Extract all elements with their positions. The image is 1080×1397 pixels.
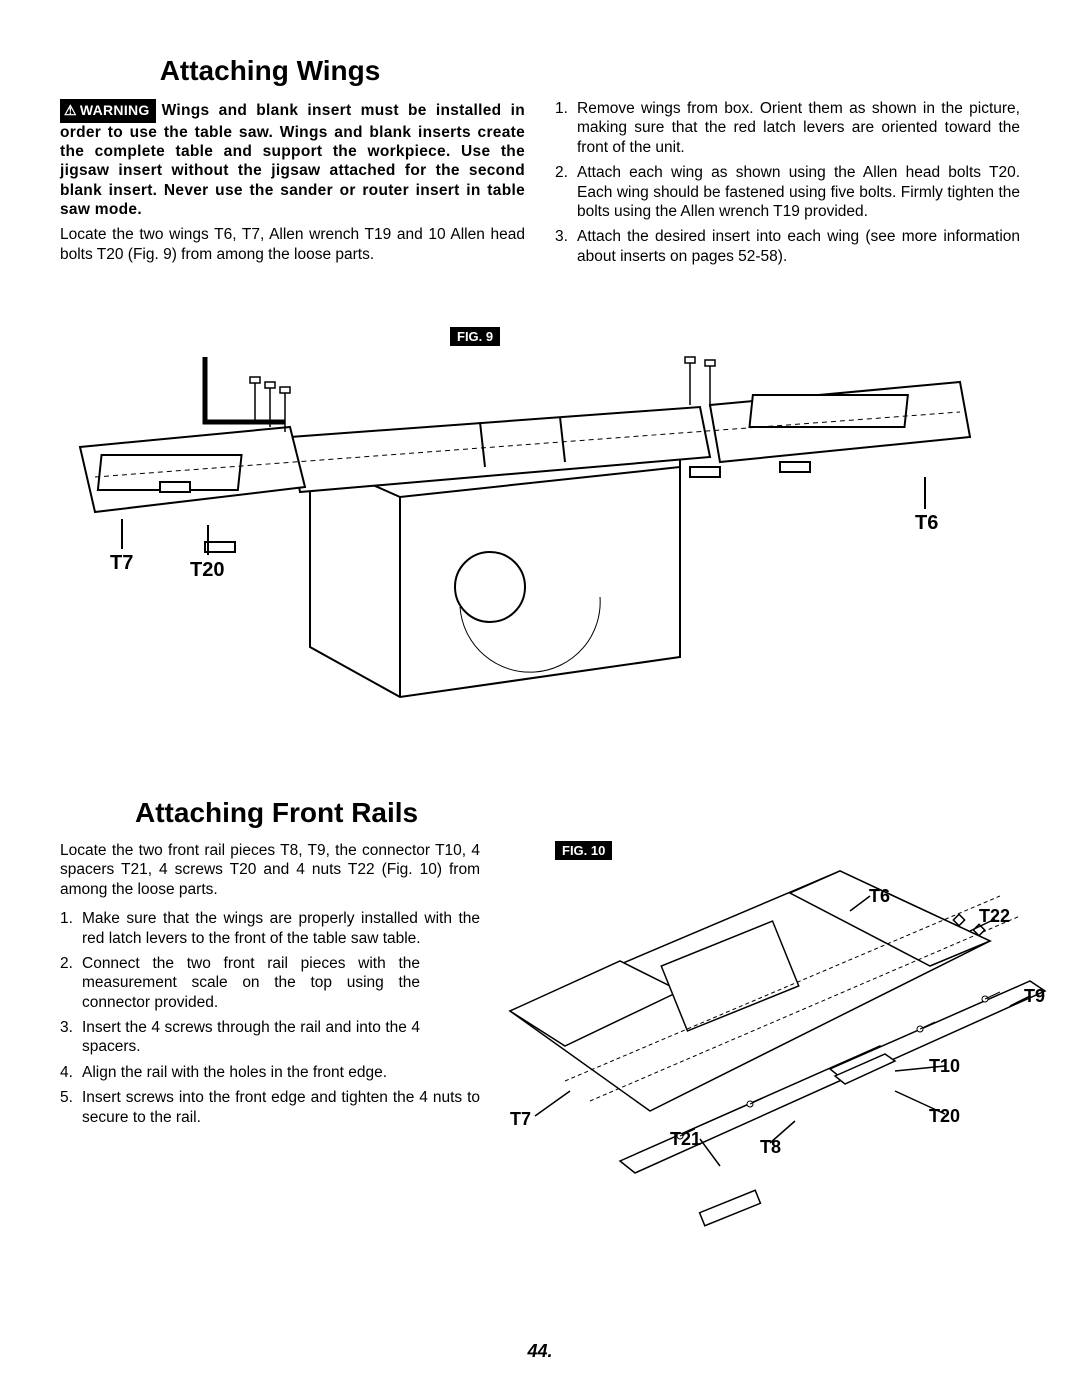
- section2-steps: 1.Make sure that the wings are properly …: [60, 909, 480, 1127]
- section1-left-col: ⚠WARNINGWings and blank insert must be i…: [60, 99, 525, 272]
- fig10-callout-t22: T22: [979, 906, 1010, 927]
- fig9-diagram: [60, 327, 1020, 747]
- section1-title: Attaching Wings: [60, 55, 480, 87]
- step-text: Insert screws into the front edge and ti…: [82, 1089, 480, 1125]
- page-number: 44.: [0, 1341, 1080, 1362]
- section1-right-col: 1.Remove wings from box. Orient them as …: [555, 99, 1020, 272]
- section2-text-col: Locate the two front rail pieces T8, T9,…: [60, 841, 480, 1251]
- fig10-callout-t9: T9: [1024, 986, 1045, 1007]
- section1-columns: ⚠WARNINGWings and blank insert must be i…: [60, 99, 1020, 272]
- list-item: 1.Make sure that the wings are properly …: [60, 909, 480, 948]
- fig9-callout-t7: T7: [110, 552, 133, 575]
- fig9-label: FIG. 9: [450, 327, 500, 346]
- list-item: 3.Attach the desired insert into each wi…: [555, 227, 1020, 266]
- list-item: 2.Attach each wing as shown using the Al…: [555, 163, 1020, 221]
- step-text: Attach each wing as shown using the Alle…: [577, 164, 1020, 220]
- figure-10: FIG. 10: [500, 831, 1060, 1251]
- fig9-callout-t20: T20: [190, 559, 224, 582]
- fig10-diagram: [500, 831, 1060, 1251]
- warning-icon: ⚠: [64, 102, 77, 120]
- section-attaching-wings: Attaching Wings ⚠WARNINGWings and blank …: [60, 55, 1020, 767]
- figure-9: FIG. 9: [60, 327, 1020, 767]
- fig10-callout-t8: T8: [760, 1137, 781, 1158]
- step-text: Align the rail with the holes in the fro…: [82, 1064, 387, 1081]
- section2-layout: Locate the two front rail pieces T8, T9,…: [60, 841, 1020, 1251]
- list-item: 1.Remove wings from box. Orient them as …: [555, 99, 1020, 157]
- fig9-callout-t6: T6: [915, 512, 938, 535]
- step-text: Connect the two front rail pieces with t…: [82, 955, 420, 1011]
- list-item: 5.Insert screws into the front edge and …: [60, 1088, 480, 1127]
- list-item: 4.Align the rail with the holes in the f…: [60, 1063, 420, 1082]
- section1-locate-text: Locate the two wings T6, T7, Allen wrenc…: [60, 225, 525, 264]
- step-text: Attach the desired insert into each wing…: [577, 228, 1020, 264]
- step-text: Make sure that the wings are properly in…: [82, 910, 480, 946]
- section1-steps: 1.Remove wings from box. Orient them as …: [555, 99, 1020, 266]
- list-item: 3.Insert the 4 screws through the rail a…: [60, 1018, 420, 1057]
- list-item: 2.Connect the two front rail pieces with…: [60, 954, 420, 1012]
- step-text: Insert the 4 screws through the rail and…: [82, 1019, 420, 1055]
- section2-title: Attaching Front Rails: [135, 797, 1020, 829]
- warning-badge: ⚠WARNING: [60, 99, 156, 123]
- fig10-callout-t6: T6: [869, 886, 890, 907]
- warning-paragraph: ⚠WARNINGWings and blank insert must be i…: [60, 99, 525, 219]
- warning-badge-text: WARNING: [80, 102, 150, 118]
- fig10-callout-t20: T20: [929, 1106, 960, 1127]
- fig10-callout-t10: T10: [929, 1056, 960, 1077]
- section-attaching-front-rails: Attaching Front Rails Locate the two fro…: [60, 797, 1020, 1251]
- fig10-callout-t21: T21: [670, 1129, 701, 1150]
- section2-locate-text: Locate the two front rail pieces T8, T9,…: [60, 841, 480, 899]
- fig10-label: FIG. 10: [555, 841, 612, 860]
- step-text: Remove wings from box. Orient them as sh…: [577, 100, 1020, 156]
- fig10-callout-t7: T7: [510, 1109, 531, 1130]
